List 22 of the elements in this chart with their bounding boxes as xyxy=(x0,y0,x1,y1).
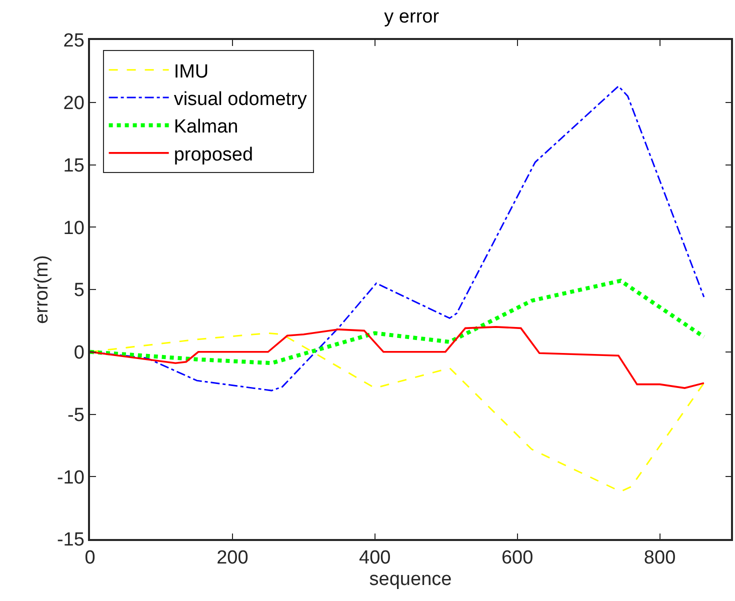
legend-label: Kalman xyxy=(174,116,238,138)
y-tick-label: -15 xyxy=(56,530,84,551)
y-tick-label: 10 xyxy=(63,218,84,239)
line-series xyxy=(90,326,705,389)
x-axis-title: sequence xyxy=(369,568,452,590)
legend-label: visual odometry xyxy=(174,88,308,110)
y-tick-label: -5 xyxy=(68,404,84,426)
y-tick-label: 15 xyxy=(63,155,84,176)
y-tick-label: -10 xyxy=(56,467,84,488)
chart-title: y error xyxy=(384,6,440,28)
y-tick-label: 20 xyxy=(63,93,84,114)
x-tick-label: 800 xyxy=(644,548,676,569)
x-tick-label: 400 xyxy=(359,548,391,569)
x-tick-label: 600 xyxy=(501,548,534,569)
y-tick-label: 25 xyxy=(63,30,84,52)
legend-label: proposed xyxy=(174,144,254,166)
y-tick-label: 0 xyxy=(74,342,84,364)
legend-label: IMU xyxy=(174,61,209,82)
x-tick-label: 200 xyxy=(216,548,248,569)
y-axis-title: error(m) xyxy=(31,255,52,324)
y-tick-label: 5 xyxy=(74,280,84,302)
line-series xyxy=(90,278,706,366)
